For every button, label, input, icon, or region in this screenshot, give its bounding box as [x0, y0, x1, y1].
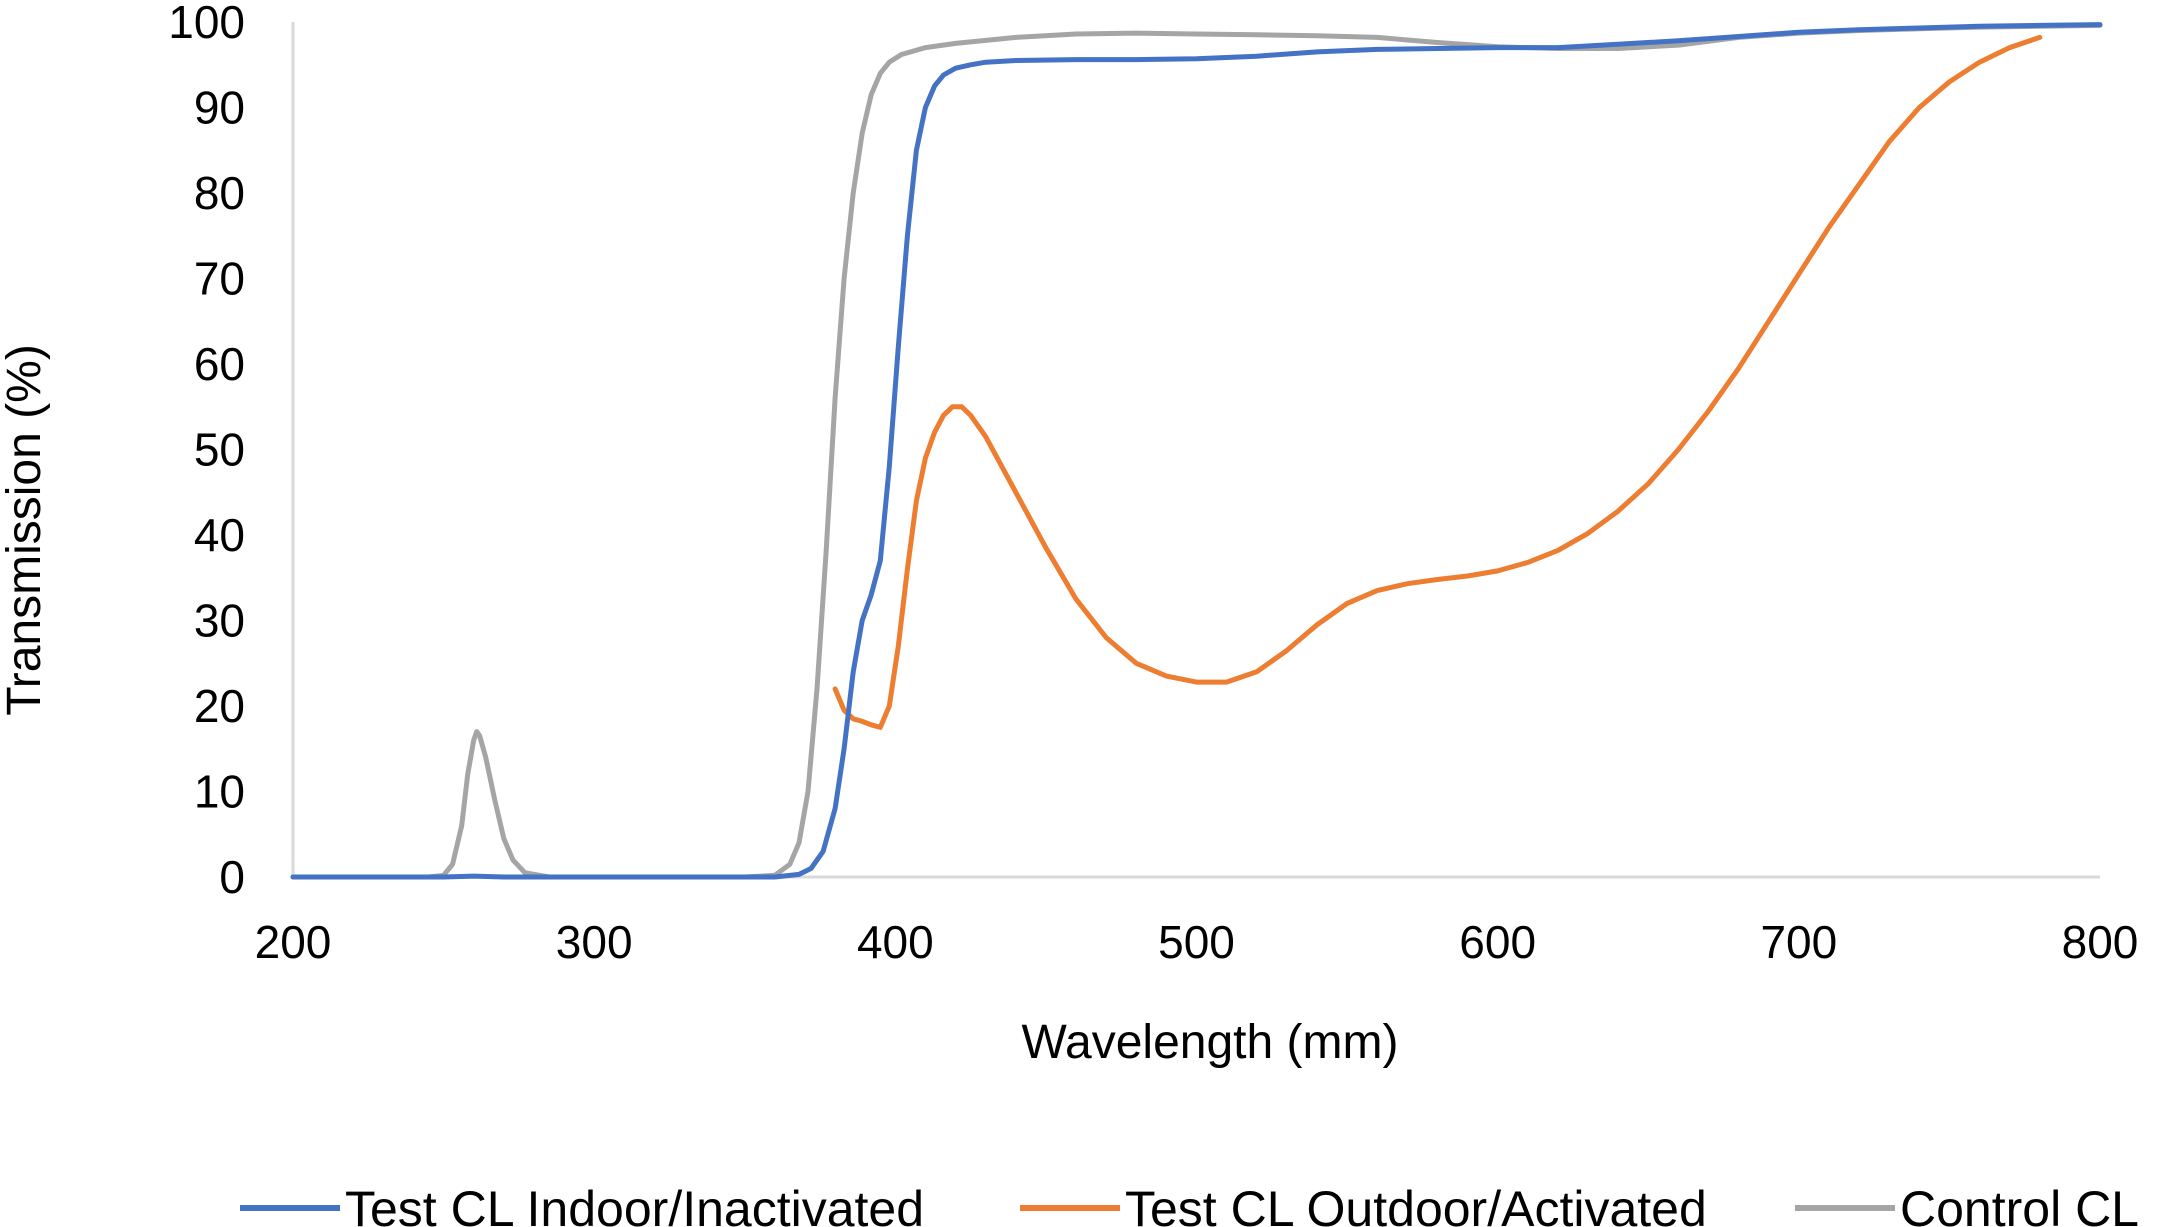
- x-axis-title: Wavelength (mm): [1022, 1016, 1399, 1069]
- y-tick-label: 0: [219, 851, 245, 903]
- legend-item: Control CL: [1795, 1181, 2139, 1227]
- legend-label: Control CL: [1900, 1181, 2139, 1227]
- series-line-2: [832, 34, 2043, 730]
- y-tick-label: 10: [194, 766, 245, 818]
- y-tick-label: 30: [194, 595, 245, 647]
- legend-label: Test CL Indoor/Inactivated: [345, 1181, 924, 1227]
- x-tick-label: 600: [1459, 916, 1536, 968]
- x-tick-label: 500: [1158, 916, 1235, 968]
- legend-label: Test CL Outdoor/Activated: [1125, 1181, 1707, 1227]
- y-axis-title: Transmission (%): [0, 344, 51, 716]
- x-tick-label: 400: [857, 916, 934, 968]
- x-tick-label: 800: [2062, 916, 2139, 968]
- y-tick-label: 100: [168, 0, 245, 48]
- x-tick-label: 700: [1760, 916, 1837, 968]
- y-tick-label: 80: [194, 167, 245, 219]
- x-axis-tick-labels: 200 300 400 500 600 700 800: [255, 916, 2139, 968]
- x-tick-label: 300: [556, 916, 633, 968]
- plot-area: [290, 22, 2103, 880]
- series-layer: [290, 22, 2103, 880]
- legend-item: Test CL Indoor/Inactivated: [240, 1181, 924, 1227]
- y-axis-tick-labels: 0 10 20 30 40 50 60 70 80 90 100: [168, 0, 245, 903]
- y-tick-label: 50: [194, 424, 245, 476]
- legend-item: Test CL Outdoor/Activated: [1020, 1181, 1707, 1227]
- legend: Test CL Indoor/Inactivated Test CL Outdoo…: [240, 1181, 2139, 1227]
- series-line-1: [290, 22, 2103, 880]
- x-tick-label: 200: [255, 916, 332, 968]
- y-tick-label: 70: [194, 253, 245, 305]
- y-tick-label: 40: [194, 509, 245, 561]
- series-line-3: [290, 22, 2103, 880]
- y-tick-label: 90: [194, 82, 245, 134]
- y-tick-label: 20: [194, 680, 245, 732]
- y-tick-label: 60: [194, 338, 245, 390]
